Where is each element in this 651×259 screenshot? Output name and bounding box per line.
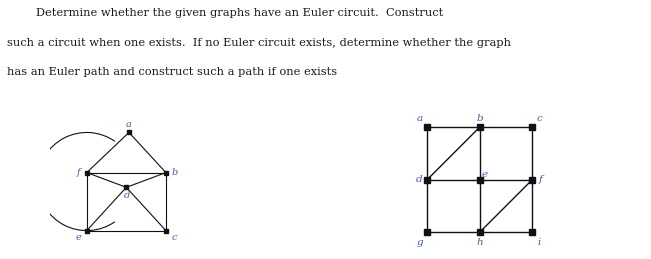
Text: h: h (477, 238, 483, 247)
Text: f: f (538, 175, 542, 184)
Text: has an Euler path and construct such a path if one exists: has an Euler path and construct such a p… (7, 67, 337, 77)
Text: d: d (415, 175, 422, 184)
Text: c: c (536, 114, 542, 123)
Text: i: i (538, 238, 541, 247)
Text: f: f (77, 168, 80, 177)
Text: g: g (417, 238, 423, 247)
Text: such a circuit when one exists.  If no Euler circuit exists, determine whether t: such a circuit when one exists. If no Eu… (7, 38, 510, 48)
Text: b: b (477, 114, 483, 123)
Text: b: b (171, 168, 178, 177)
Text: e: e (76, 234, 81, 242)
Text: a: a (417, 114, 422, 123)
Text: Determine whether the given graphs have an Euler circuit.  Construct: Determine whether the given graphs have … (7, 8, 443, 18)
Text: d: d (124, 191, 130, 200)
Text: e: e (482, 170, 488, 179)
Text: a: a (126, 120, 132, 128)
Text: c: c (172, 234, 177, 242)
